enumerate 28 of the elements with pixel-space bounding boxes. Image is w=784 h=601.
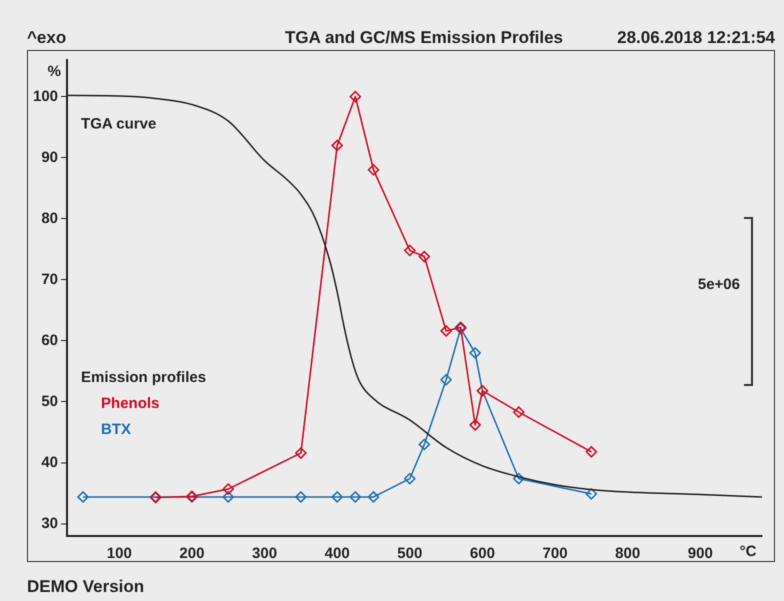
- x-tick-label: 700: [542, 545, 568, 562]
- x-tick-label: 900: [688, 545, 713, 562]
- y-axis-title: %: [48, 63, 62, 80]
- series-label: TGA curve: [81, 115, 156, 132]
- text: ^exo: [27, 28, 66, 47]
- x-tick-label: 800: [615, 545, 640, 562]
- text: 28.06.2018 12:21:54: [617, 28, 776, 47]
- y-tick-label: 100: [32, 88, 58, 105]
- text: Phenols: [101, 394, 160, 412]
- y-tick-label: 80: [41, 210, 58, 227]
- x-tick-label: 300: [252, 545, 278, 562]
- text: BTX: [101, 420, 132, 438]
- x-tick-label: 600: [470, 545, 495, 562]
- x-tick-label: 100: [106, 545, 132, 562]
- text: DEMO Version: [27, 577, 144, 596]
- chart-title: TGA and GC/MS Emission Profiles: [284, 28, 563, 47]
- y-tick-label: 30: [41, 514, 58, 532]
- y-tick-label: 70: [41, 270, 58, 288]
- y-tick-label: 40: [41, 454, 58, 471]
- x-tick-label: 500: [397, 545, 422, 562]
- annotation: 5e+06: [698, 276, 740, 293]
- x-axis-title: °C: [740, 543, 757, 560]
- y-tick-label: 60: [41, 332, 58, 349]
- y-tick-label: 90: [41, 148, 58, 166]
- x-tick-label: 400: [324, 545, 350, 562]
- x-tick-label: 200: [179, 545, 204, 562]
- legend-title: Emission profiles: [81, 368, 206, 386]
- y-tick-label: 50: [41, 392, 58, 410]
